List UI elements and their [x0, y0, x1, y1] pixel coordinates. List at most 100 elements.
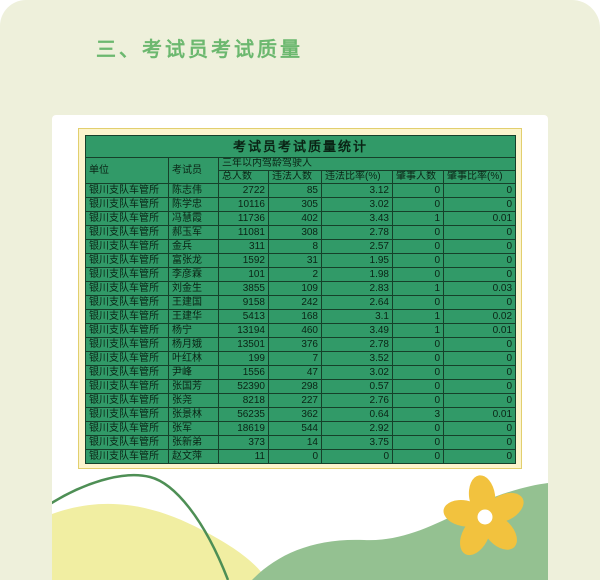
violations-cell: 85	[268, 183, 322, 198]
accident-rate-cell: 0	[442, 253, 517, 268]
accident-rate-cell: 0	[442, 435, 517, 450]
violations-cell: 168	[268, 309, 322, 324]
violation-rate-cell: 3.75	[321, 435, 393, 450]
violation-rate-cell: 3.12	[321, 183, 393, 198]
violations-cell: 2	[268, 267, 322, 282]
accidents-cell: 0	[392, 449, 444, 464]
col-header-examiner: 考试员	[168, 157, 219, 184]
total-cell: 52390	[218, 379, 269, 394]
total-cell: 2722	[218, 183, 269, 198]
unit-cell: 银川支队车管所	[85, 183, 169, 198]
table-row: 银川支队车管所 王建国 9158 242 2.64 0 0	[85, 295, 517, 310]
total-cell: 311	[218, 239, 269, 254]
violations-cell: 305	[268, 197, 322, 212]
violations-cell: 0	[268, 449, 322, 464]
table-title: 考试员考试质量统计	[84, 135, 517, 158]
violations-cell: 109	[268, 281, 322, 296]
accidents-cell: 0	[392, 421, 444, 436]
table-row: 银川支队车管所 郝玉军 11081 308 2.78 0 0	[85, 225, 517, 240]
violation-rate-cell: 3.52	[321, 351, 393, 366]
accident-rate-cell: 0	[442, 225, 517, 240]
accidents-cell: 0	[392, 253, 444, 268]
examiner-cell: 王建国	[168, 295, 219, 310]
accidents-cell: 0	[392, 267, 444, 282]
accident-rate-cell: 0	[442, 295, 517, 310]
col-header-violation-rate: 违法比率(%)	[321, 170, 393, 184]
violation-rate-cell: 1.95	[321, 253, 393, 268]
total-cell: 11081	[218, 225, 269, 240]
examiner-cell: 张新弟	[168, 435, 219, 450]
unit-cell: 银川支队车管所	[85, 323, 169, 338]
accident-rate-cell: 0	[442, 183, 517, 198]
accident-rate-cell: 0	[442, 337, 517, 352]
col-header-unit: 单位	[85, 157, 169, 184]
stem-line	[52, 473, 230, 580]
total-cell: 13501	[218, 337, 269, 352]
table-row: 银川支队车管所 冯慧霞 11736 402 3.43 1 0.01	[85, 211, 517, 226]
total-cell: 11736	[218, 211, 269, 226]
examiner-cell: 富张龙	[168, 253, 219, 268]
accident-rate-cell: 0	[442, 267, 517, 282]
table-row: 银川支队车管所 富张龙 1592 31 1.95 0 0	[85, 253, 517, 268]
total-cell: 5413	[218, 309, 269, 324]
violation-rate-cell: 3.1	[321, 309, 393, 324]
violation-rate-cell: 0	[321, 449, 393, 464]
table-row: 银川支队车管所 杨宁 13194 460 3.49 1 0.01	[85, 323, 517, 338]
unit-cell: 银川支队车管所	[85, 337, 169, 352]
violation-rate-cell: 0.64	[321, 407, 393, 422]
accidents-cell: 0	[392, 435, 444, 450]
accidents-cell: 1	[392, 281, 444, 296]
examiner-cell: 刘金生	[168, 281, 219, 296]
examiner-cell: 郝玉军	[168, 225, 219, 240]
examiner-cell: 赵文萍	[168, 449, 219, 464]
table-row: 银川支队车管所 张新弟 373 14 3.75 0 0	[85, 435, 517, 450]
section-heading: 三、考试员考试质量	[96, 39, 303, 61]
table-group-header-row: 单位 考试员 三年以内驾龄驾驶人	[85, 157, 517, 184]
examiner-cell: 张国芳	[168, 379, 219, 394]
violations-cell: 31	[268, 253, 322, 268]
table-row: 银川支队车管所 金兵 311 8 2.57 0 0	[85, 239, 517, 254]
violations-cell: 362	[268, 407, 322, 422]
violations-cell: 544	[268, 421, 322, 436]
table-body: 银川支队车管所 陈志伟 2722 85 3.12 0 0 银川支队车管所 陈学忠 10116 305…	[85, 183, 517, 464]
violations-cell: 8	[268, 239, 322, 254]
total-cell: 9158	[218, 295, 269, 310]
col-header-accident-rate: 肇事比率(%)	[442, 170, 517, 184]
unit-cell: 银川支队车管所	[85, 407, 169, 422]
violations-cell: 47	[268, 365, 322, 380]
violation-rate-cell: 1.98	[321, 267, 393, 282]
total-cell: 8218	[218, 393, 269, 408]
table-row: 银川支队车管所 陈志伟 2722 85 3.12 0 0	[85, 183, 517, 198]
violation-rate-cell: 2.92	[321, 421, 393, 436]
accident-rate-cell: 0	[442, 379, 517, 394]
examiner-cell: 陈学忠	[168, 197, 219, 212]
yellow-wave-shape	[52, 503, 267, 580]
violations-cell: 7	[268, 351, 322, 366]
accidents-cell: 0	[392, 393, 444, 408]
unit-cell: 银川支队车管所	[85, 267, 169, 282]
unit-cell: 银川支队车管所	[85, 393, 169, 408]
examiner-cell: 杨宁	[168, 323, 219, 338]
total-cell: 10116	[218, 197, 269, 212]
unit-cell: 银川支队车管所	[85, 309, 169, 324]
violation-rate-cell: 2.78	[321, 225, 393, 240]
violations-cell: 376	[268, 337, 322, 352]
accidents-cell: 0	[392, 295, 444, 310]
table-row: 银川支队车管所 叶红林 199 7 3.52 0 0	[85, 351, 517, 366]
examiner-cell: 叶红林	[168, 351, 219, 366]
table-row: 银川支队车管所 刘金生 3855 109 2.83 1 0.03	[85, 281, 517, 296]
accident-rate-cell: 0.03	[442, 281, 517, 296]
table-title-row: 考试员考试质量统计	[84, 135, 517, 158]
total-cell: 13194	[218, 323, 269, 338]
unit-cell: 银川支队车管所	[85, 225, 169, 240]
examiner-cell: 尹峰	[168, 365, 219, 380]
violation-rate-cell: 3.02	[321, 365, 393, 380]
violation-rate-cell: 2.64	[321, 295, 393, 310]
unit-cell: 银川支队车管所	[85, 281, 169, 296]
total-cell: 101	[218, 267, 269, 282]
accidents-cell: 0	[392, 337, 444, 352]
table-row: 银川支队车管所 李彦霖 101 2 1.98 0 0	[85, 267, 517, 282]
violation-rate-cell: 2.78	[321, 337, 393, 352]
violation-rate-cell: 3.43	[321, 211, 393, 226]
violation-rate-cell: 3.49	[321, 323, 393, 338]
